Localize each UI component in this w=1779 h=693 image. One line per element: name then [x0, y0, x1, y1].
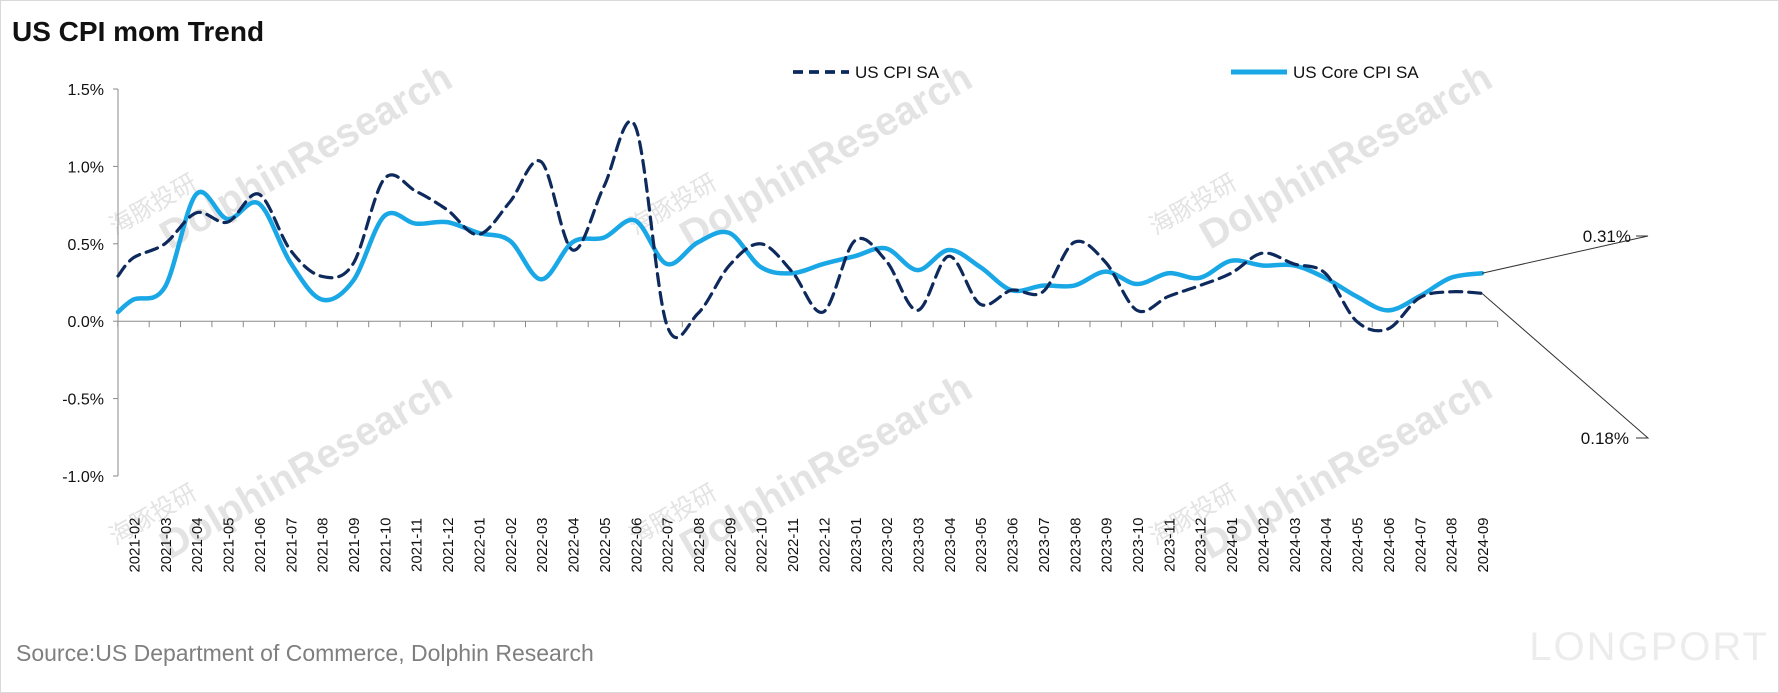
x-tick-label: 2021-07 [283, 517, 300, 572]
x-tick-label: 2022-02 [503, 517, 520, 572]
annotation-label: 0.18% [1581, 429, 1629, 448]
legend: US CPI SA US Core CPI SA [793, 63, 1419, 82]
annotation-leader [1481, 292, 1650, 439]
x-tick-label: 2023-07 [1036, 517, 1053, 572]
x-tick-label: 2024-01 [1224, 517, 1241, 572]
x-tick-label: 2024-02 [1255, 517, 1272, 572]
x-tick-label: 2021-11 [409, 518, 426, 572]
x-tick-label: 2024-05 [1350, 517, 1367, 572]
y-tick-label: -1.0% [62, 469, 104, 486]
axes: -1.0% -0.5% 0.0% 0.5% 1.0% 1.5% 2021-02 2021-03… [62, 82, 1499, 573]
y-tick-label: 0.5% [68, 237, 104, 254]
x-tick-label: 2024-04 [1318, 517, 1335, 572]
annotation-leader [1481, 235, 1649, 274]
annotation-label: 0.31% [1583, 227, 1631, 246]
x-tick-label: 2022-04 [566, 517, 583, 572]
series-line-us-cpi-sa [116, 119, 1484, 340]
x-tick-label: 2022-06 [628, 517, 645, 572]
watermark-brand: DolphinResearch [673, 55, 980, 258]
x-tick-label: 2024-09 [1475, 517, 1492, 572]
x-tick-label: 2022-09 [722, 517, 739, 572]
x-tick-label: 2024-07 [1412, 517, 1429, 572]
x-tick-label: 2021-03 [158, 517, 175, 572]
x-tick-label: 2023-08 [1067, 517, 1084, 572]
series-line-us-core-cpi-sa [115, 189, 1485, 315]
x-tick-label: 2023-09 [1099, 517, 1116, 572]
watermark-brand: DolphinResearch [153, 55, 460, 258]
legend-label: US Core CPI SA [1293, 63, 1419, 82]
x-tick-label: 2021-12 [440, 517, 457, 572]
x-tick-label: 2023-04 [942, 517, 959, 572]
x-tick-label: 2022-07 [660, 517, 677, 572]
x-tick-label: 2023-01 [848, 517, 865, 572]
x-tick-label: 2024-06 [1381, 517, 1398, 572]
longport-logo-watermark: LONGPORT [1529, 625, 1769, 669]
x-tick-label: 2021-10 [377, 517, 394, 572]
x-tick-label: 2021-04 [189, 517, 206, 572]
x-tick-label: 2022-11 [785, 518, 802, 572]
x-tick-label: 2022-05 [597, 517, 614, 572]
annotations: 0.31% 0.18% [1481, 227, 1650, 448]
x-tick-label: 2022-08 [691, 517, 708, 572]
x-tick-label: 2021-09 [346, 517, 363, 572]
x-tick-label: 2022-12 [816, 517, 833, 572]
x-tick-label: 2021-05 [221, 517, 238, 572]
source-note: Source:US Department of Commerce, Dolphi… [16, 640, 594, 666]
legend-label: US CPI SA [855, 63, 940, 82]
x-tick-label: 2022-10 [754, 517, 771, 572]
x-tick-label: 2023-05 [973, 517, 990, 572]
y-tick-label: -0.5% [62, 392, 104, 409]
watermark-brand: DolphinResearch [1193, 55, 1500, 258]
x-tick-label: 2024-08 [1444, 517, 1461, 572]
x-tick-label: 2023-10 [1130, 517, 1147, 572]
x-tick-label: 2022-01 [471, 517, 488, 572]
x-tick-label: 2021-06 [252, 517, 269, 572]
x-tick-label: 2023-06 [1005, 517, 1022, 572]
chart-title: US CPI mom Trend [12, 16, 265, 47]
x-tick-label: 2023-12 [1193, 517, 1210, 572]
x-tick-label: 2024-03 [1287, 517, 1304, 572]
series-lines [115, 119, 1485, 340]
x-tick-label: 2023-03 [911, 517, 928, 572]
y-tick-label: 1.5% [68, 82, 104, 99]
y-tick-label: 0.0% [68, 314, 104, 331]
x-tick-label: 2023-11 [1161, 518, 1178, 572]
x-tick-label: 2022-03 [534, 517, 551, 572]
x-tick-label: 2021-08 [315, 517, 332, 572]
x-tick-label: 2023-02 [879, 517, 896, 572]
y-tick-label: 1.0% [68, 159, 104, 176]
x-tick-label: 2021-02 [127, 517, 144, 572]
